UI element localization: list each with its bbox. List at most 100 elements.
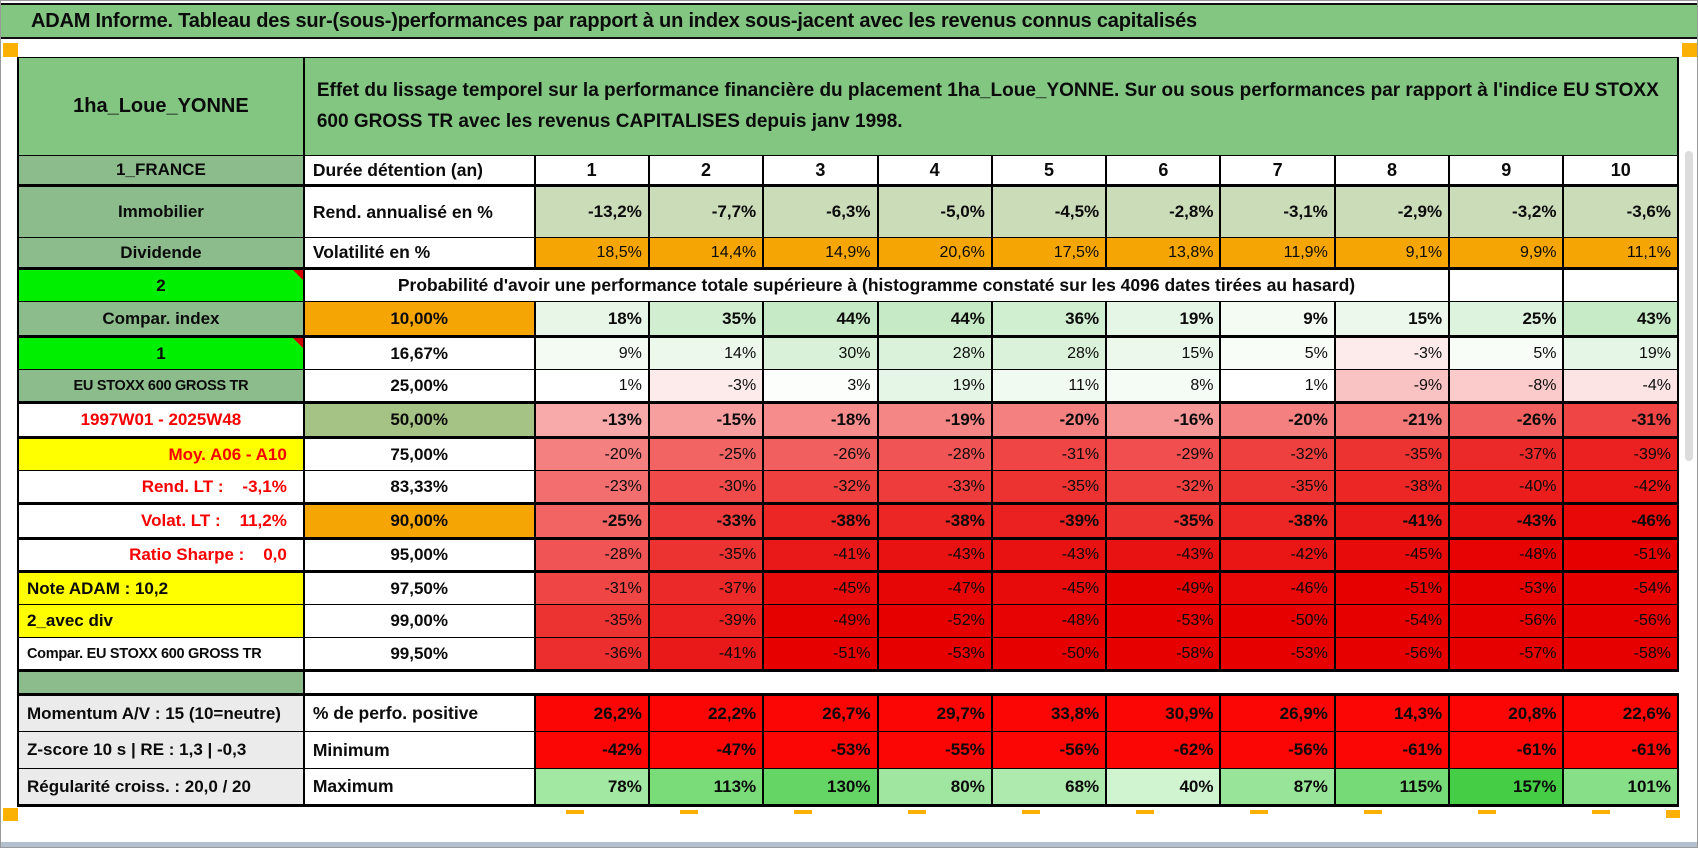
value-cell[interactable]: 20,8% xyxy=(1448,693,1565,732)
value-cell[interactable]: -28% xyxy=(533,538,650,572)
value-cell[interactable]: -55% xyxy=(876,731,993,769)
value-cell[interactable]: 17,5% xyxy=(990,237,1108,270)
value-cell[interactable]: -18% xyxy=(762,401,879,439)
col-b-cell[interactable]: 16,67% xyxy=(302,336,536,370)
value-cell[interactable]: 9 xyxy=(1448,155,1565,187)
value-cell[interactable]: 9% xyxy=(533,336,650,370)
row-label-cell[interactable]: Compar. EU STOXX 600 GROSS TR xyxy=(17,637,305,672)
col-b-cell[interactable]: 50,00% xyxy=(302,401,536,439)
value-cell[interactable]: -56% xyxy=(1448,604,1565,638)
value-cell[interactable]: -25% xyxy=(647,437,765,471)
value-cell[interactable]: -51% xyxy=(1333,570,1451,605)
value-cell[interactable]: -39% xyxy=(990,502,1108,540)
value-cell[interactable]: -58% xyxy=(1105,637,1222,672)
value-cell[interactable]: 19% xyxy=(1105,301,1222,338)
value-cell[interactable]: -20% xyxy=(533,437,650,471)
value-cell[interactable]: -4% xyxy=(1562,369,1679,403)
value-cell[interactable]: -30% xyxy=(647,470,765,504)
value-cell[interactable]: 87% xyxy=(1219,768,1336,807)
value-cell[interactable]: -38% xyxy=(762,502,879,540)
value-cell[interactable]: -4,5% xyxy=(990,185,1108,238)
value-cell[interactable]: 14% xyxy=(647,336,765,370)
value-cell[interactable]: -42% xyxy=(1562,470,1679,504)
value-cell[interactable]: -43% xyxy=(876,538,993,572)
value-cell[interactable]: -53% xyxy=(1448,570,1565,605)
col-b-cell[interactable]: Minimum xyxy=(302,731,536,769)
row-label-cell[interactable]: Régularité croiss. : 20,0 / 20 xyxy=(17,768,305,807)
col-b-cell[interactable]: Volatilité en % xyxy=(302,237,536,270)
row-label-cell[interactable]: 1997W01 - 2025W48 xyxy=(17,401,305,439)
value-cell[interactable]: 1 xyxy=(533,155,650,187)
value-cell[interactable]: -39% xyxy=(1562,437,1679,471)
value-cell[interactable]: 2 xyxy=(647,155,765,187)
value-cell[interactable]: 9,1% xyxy=(1333,237,1451,270)
col-b-cell[interactable]: 83,33% xyxy=(302,470,536,504)
row-label-cell[interactable]: Z-score 10 s | RE : 1,3 | -0,3 xyxy=(17,731,305,769)
value-cell[interactable]: 22,6% xyxy=(1562,693,1679,732)
value-cell[interactable]: -50% xyxy=(990,637,1108,672)
value-cell[interactable]: -45% xyxy=(990,570,1108,605)
value-cell[interactable]: 80% xyxy=(876,768,993,807)
value-cell[interactable]: -48% xyxy=(990,604,1108,638)
value-cell[interactable]: 3 xyxy=(762,155,879,187)
value-cell[interactable]: -15% xyxy=(647,401,765,439)
value-cell[interactable]: -54% xyxy=(1562,570,1679,605)
value-cell[interactable]: 14,9% xyxy=(762,237,879,270)
value-cell[interactable]: 113% xyxy=(647,768,765,807)
value-cell[interactable]: 4 xyxy=(876,155,993,187)
value-cell[interactable]: -56% xyxy=(990,731,1108,769)
value-cell[interactable]: -31% xyxy=(1562,401,1679,439)
value-cell[interactable]: -32% xyxy=(762,470,879,504)
value-cell[interactable]: 30,9% xyxy=(1105,693,1222,732)
value-cell[interactable]: 8% xyxy=(1105,369,1222,403)
col-b-cell[interactable]: Maximum xyxy=(302,768,536,807)
value-cell[interactable]: -46% xyxy=(1219,570,1336,605)
value-cell[interactable]: -41% xyxy=(647,637,765,672)
value-cell[interactable]: 1% xyxy=(1219,369,1336,403)
value-cell[interactable]: -2,9% xyxy=(1333,185,1451,238)
value-cell[interactable]: 36% xyxy=(990,301,1108,338)
value-cell[interactable]: -56% xyxy=(1562,604,1679,638)
value-cell[interactable]: -56% xyxy=(1333,637,1451,672)
value-cell[interactable]: -5,0% xyxy=(876,185,993,238)
value-cell[interactable]: -58% xyxy=(1562,637,1679,672)
value-cell[interactable]: -42% xyxy=(533,731,650,769)
value-cell[interactable]: -35% xyxy=(647,538,765,572)
value-cell[interactable]: -53% xyxy=(762,731,879,769)
value-cell[interactable]: 14,3% xyxy=(1333,693,1451,732)
value-cell[interactable]: 18% xyxy=(533,301,650,338)
value-cell[interactable]: -35% xyxy=(1105,502,1222,540)
value-cell[interactable]: -33% xyxy=(647,502,765,540)
row-label-cell[interactable]: Dividende xyxy=(17,237,305,270)
value-cell[interactable]: -45% xyxy=(1333,538,1451,572)
value-cell[interactable]: -23% xyxy=(533,470,650,504)
value-cell[interactable]: -53% xyxy=(1105,604,1222,638)
value-cell[interactable]: 8 xyxy=(1333,155,1451,187)
value-cell[interactable]: -26% xyxy=(762,437,879,471)
value-cell[interactable]: -9% xyxy=(1333,369,1451,403)
value-cell[interactable]: -41% xyxy=(1333,502,1451,540)
col-b-cell[interactable]: 25,00% xyxy=(302,369,536,403)
value-cell[interactable]: -35% xyxy=(1219,470,1336,504)
value-cell[interactable]: 1% xyxy=(533,369,650,403)
value-cell[interactable]: -61% xyxy=(1333,731,1451,769)
value-cell[interactable]: 25% xyxy=(1448,301,1565,338)
col-b-cell[interactable]: 10,00% xyxy=(302,301,536,338)
value-cell[interactable]: -49% xyxy=(1105,570,1222,605)
value-cell[interactable]: -28% xyxy=(876,437,993,471)
value-cell[interactable]: 26,7% xyxy=(762,693,879,732)
value-cell[interactable]: 22,2% xyxy=(647,693,765,732)
value-cell[interactable]: -16% xyxy=(1105,401,1222,439)
value-cell[interactable]: 15% xyxy=(1333,301,1451,338)
table-description-cell[interactable]: Effet du lissage temporel sur la perform… xyxy=(302,57,1680,156)
value-cell[interactable]: -57% xyxy=(1448,637,1565,672)
value-cell[interactable]: 5% xyxy=(1219,336,1336,370)
value-cell[interactable]: -47% xyxy=(876,570,993,605)
value-cell[interactable]: -3,1% xyxy=(1219,185,1336,238)
value-cell[interactable]: -43% xyxy=(1448,502,1565,540)
row-label-cell[interactable]: Volat. LT : 11,2% xyxy=(17,502,305,540)
value-cell[interactable]: 11,9% xyxy=(1219,237,1336,270)
value-cell[interactable]: -38% xyxy=(1333,470,1451,504)
row-label-cell[interactable]: 1_FRANCE xyxy=(17,155,305,187)
value-cell[interactable]: -21% xyxy=(1333,401,1451,439)
